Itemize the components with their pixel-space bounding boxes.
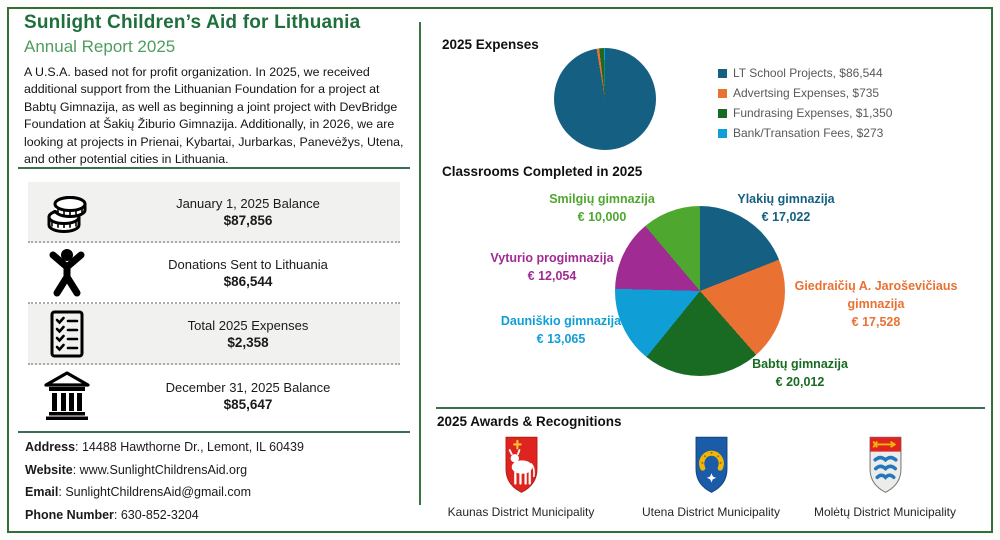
coins-icon (28, 187, 106, 237)
callout-vyturio: Vyturio progimnazija € 12,054 (477, 249, 627, 285)
legend-swatch (718, 128, 727, 138)
callout-name-line2: gimnazija (847, 297, 905, 311)
contact-email-value: SunlightChildrensAid@gmail.com (65, 485, 251, 499)
moletai-coat-of-arms-icon (869, 436, 901, 493)
kaunas-coat-of-arms-icon (505, 436, 537, 493)
callout-name: Ylakių gimnazija (737, 192, 835, 206)
callout-name: Giedraičių A. Jaroševičiaus (794, 279, 958, 293)
legend-item: Bank/Transation Fees, $273 (718, 123, 892, 143)
award-label: Molėtų District Municipality (813, 505, 957, 519)
contact-website-label: Website (25, 462, 73, 477)
callout-dauniskio: Dauniškio gimnazija € 13,065 (486, 312, 636, 348)
summary-row-expenses: Total 2025 Expenses $2,358 (28, 304, 400, 365)
utena-coat-of-arms-icon (695, 436, 727, 493)
callout-ylakiu: Ylakių gimnazija € 17,022 (721, 190, 851, 226)
summary-label: December 31, 2025 Balance (165, 379, 331, 395)
award-kaunas: Kaunas District Municipality (431, 436, 611, 519)
awards-heading: 2025 Awards & Recognitions (437, 414, 622, 429)
callout-value: € 17,022 (761, 210, 811, 224)
summary-row-december-balance: December 31, 2025 Balance $85,647 (28, 365, 400, 426)
person-icon (28, 248, 106, 298)
summary-text: Total 2025 Expenses $2,358 (106, 318, 400, 350)
legend-label: Bank/Transation Fees, $273 (733, 126, 884, 140)
column-divider (419, 22, 421, 505)
legend-swatch (718, 68, 727, 78)
callout-name: Dauniškio gimnazija (500, 314, 622, 328)
legend-swatch (718, 88, 727, 98)
page-subtitle: Annual Report 2025 (24, 37, 176, 56)
contact-address-label: Address (25, 440, 76, 454)
callout-value: € 13,065 (536, 332, 586, 346)
callout-value: € 12,054 (527, 269, 577, 283)
contact-address: Address: 14488 Hawthorne Dr., Lemont, IL… (25, 440, 304, 454)
legend-item: Advertsing Expenses, $735 (718, 83, 892, 103)
callout-value: € 17,528 (851, 315, 901, 329)
expenses-heading: 2025 Expenses (442, 37, 539, 52)
contact-email-label: Email (25, 485, 59, 499)
callout-babtu: Babtų gimnazija € 20,012 (735, 355, 865, 391)
divider-above-contact (18, 431, 410, 433)
legend-label: LT School Projects, $86,544 (733, 66, 883, 80)
page-border (7, 7, 993, 533)
bank-icon (28, 370, 106, 421)
legend-label: Advertsing Expenses, $735 (733, 86, 880, 100)
summary-text: January 1, 2025 Balance $87,856 (106, 196, 400, 228)
summary-row-donations: Donations Sent to Lithuania $86,544 (28, 243, 400, 304)
callout-name: Smilgių gimnazija (549, 192, 655, 206)
contact-website-value: www.SunlightChildrensAid.org (79, 462, 248, 477)
summary-value: $87,856 (223, 212, 273, 228)
expenses-pie-chart (554, 48, 656, 150)
callout-name: Vyturio progimnazija (490, 251, 614, 265)
contact-phone: Phone Number: 630-852-3204 (25, 507, 199, 522)
legend-swatch (718, 108, 727, 118)
legend-item: Fundrasing Expenses, $1,350 (718, 103, 892, 123)
summary-value: $2,358 (227, 334, 269, 350)
contact-address-value: 14488 Hawthorne Dr., Lemont, IL 60439 (81, 440, 304, 454)
classrooms-heading: Classrooms Completed in 2025 (442, 164, 643, 179)
left-panel: Sunlight Children’s Aid for Lithuania An… (24, 12, 412, 168)
contact-phone-label: Phone Number (25, 507, 114, 522)
callout-value: € 10,000 (577, 210, 627, 224)
summary-label: January 1, 2025 Balance (176, 195, 320, 211)
classrooms-pie-chart (615, 206, 785, 376)
award-label: Utena District Municipality (641, 505, 781, 519)
summary-text: Donations Sent to Lithuania $86,544 (106, 257, 400, 289)
award-utena: Utena District Municipality (621, 436, 801, 519)
award-moletai: Molėtų District Municipality (795, 436, 975, 519)
summary-text: December 31, 2025 Balance $85,647 (106, 380, 400, 412)
financial-summary: January 1, 2025 Balance $87,856 Donation… (28, 182, 400, 426)
org-description: A U.S.A. based not for profit organizati… (24, 65, 404, 167)
expenses-legend: LT School Projects, $86,544 Advertsing E… (718, 63, 892, 143)
contact-phone-value: 630-852-3204 (120, 507, 199, 522)
callout-giedraiciu: Giedraičių A. Jaroševičiaus gimnazija € … (786, 277, 966, 331)
checklist-icon (28, 309, 106, 359)
contact-email: Email: SunlightChildrensAid@gmail.com (25, 485, 251, 499)
page-title: Sunlight Children’s Aid for Lithuania (24, 12, 361, 33)
contact-website: Website: www.SunlightChildrensAid.org (25, 462, 248, 477)
callout-name: Babtų gimnazija (752, 357, 848, 371)
summary-label: Donations Sent to Lithuania (168, 256, 328, 272)
legend-item: LT School Projects, $86,544 (718, 63, 892, 83)
award-label: Kaunas District Municipality (447, 505, 595, 519)
legend-label: Fundrasing Expenses, $1,350 (733, 106, 893, 120)
summary-value: $85,647 (223, 396, 273, 412)
divider-above-awards (436, 407, 985, 409)
summary-label: Total 2025 Expenses (187, 317, 309, 333)
callout-value: € 20,012 (775, 375, 825, 389)
summary-value: $86,544 (223, 273, 273, 289)
contact-info: Address: 14488 Hawthorne Dr., Lemont, IL… (25, 440, 405, 530)
callout-smilgiu: Smilgių gimnazija € 10,000 (537, 190, 667, 226)
divider-under-description (18, 167, 410, 169)
summary-row-january-balance: January 1, 2025 Balance $87,856 (28, 182, 400, 243)
